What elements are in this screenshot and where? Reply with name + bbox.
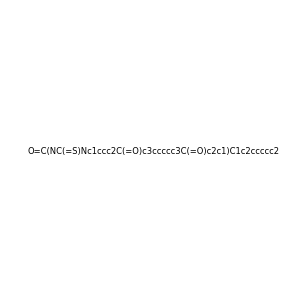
Text: O=C(NC(=S)Nc1ccc2C(=O)c3ccccc3C(=O)c2c1)C1c2ccccc2: O=C(NC(=S)Nc1ccc2C(=O)c3ccccc3C(=O)c2c1)… <box>28 147 280 156</box>
